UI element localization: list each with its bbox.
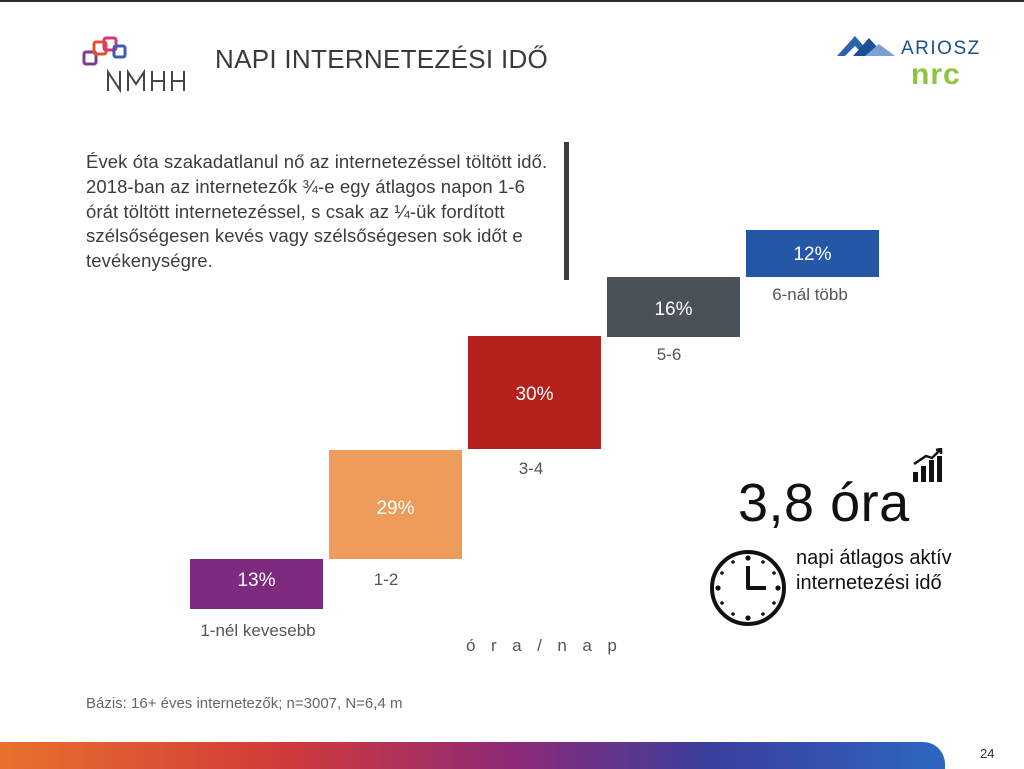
page-number: 24 bbox=[980, 746, 995, 761]
ariosz-logo-text: ARIOSZ bbox=[901, 38, 981, 59]
bar-value-label-2: 29% bbox=[376, 498, 414, 519]
bar-5 bbox=[746, 230, 879, 277]
intro-accent-bar bbox=[564, 142, 569, 280]
page-title: NAPI INTERNETEZÉSI IDŐ bbox=[215, 44, 549, 74]
nrc-logo-text: nrc bbox=[911, 58, 961, 90]
intro-text: Évek óta szakadatlanul nő az internetezé… bbox=[86, 151, 548, 272]
bar-3 bbox=[468, 336, 601, 449]
clock-icon bbox=[710, 550, 786, 626]
bar-value-label-4: 16% bbox=[654, 299, 692, 320]
bar-2 bbox=[329, 450, 462, 559]
category-label-3: 3-4 bbox=[519, 459, 544, 478]
rising-bars-icon bbox=[913, 448, 943, 482]
bar-value-label-5: 12% bbox=[793, 244, 831, 265]
category-label-1: 1-nél kevesebb bbox=[200, 621, 315, 640]
category-label-2: 1-2 bbox=[374, 570, 399, 589]
base-note: Bázis: 16+ éves internetezők; n=3007, N=… bbox=[86, 695, 403, 712]
bar-1 bbox=[190, 559, 323, 609]
bar-value-label-1: 13% bbox=[237, 570, 275, 591]
bar-4 bbox=[607, 277, 740, 337]
category-label-5: 6-nál több bbox=[772, 285, 848, 304]
average-caption: napi átlagos aktív internetezési idő bbox=[796, 547, 952, 594]
top-rule bbox=[0, 0, 1024, 2]
bar-value-label-3: 30% bbox=[515, 384, 553, 405]
nmhh-logo bbox=[82, 36, 185, 94]
bottom-gradient-band bbox=[0, 742, 945, 769]
x-axis-label: ó r a / n a p bbox=[466, 636, 623, 655]
category-label-4: 5-6 bbox=[657, 345, 682, 364]
average-value: 3,8 óra bbox=[738, 473, 910, 533]
ariosz-nrc-logo: ARIOSZ nrc bbox=[837, 36, 981, 90]
